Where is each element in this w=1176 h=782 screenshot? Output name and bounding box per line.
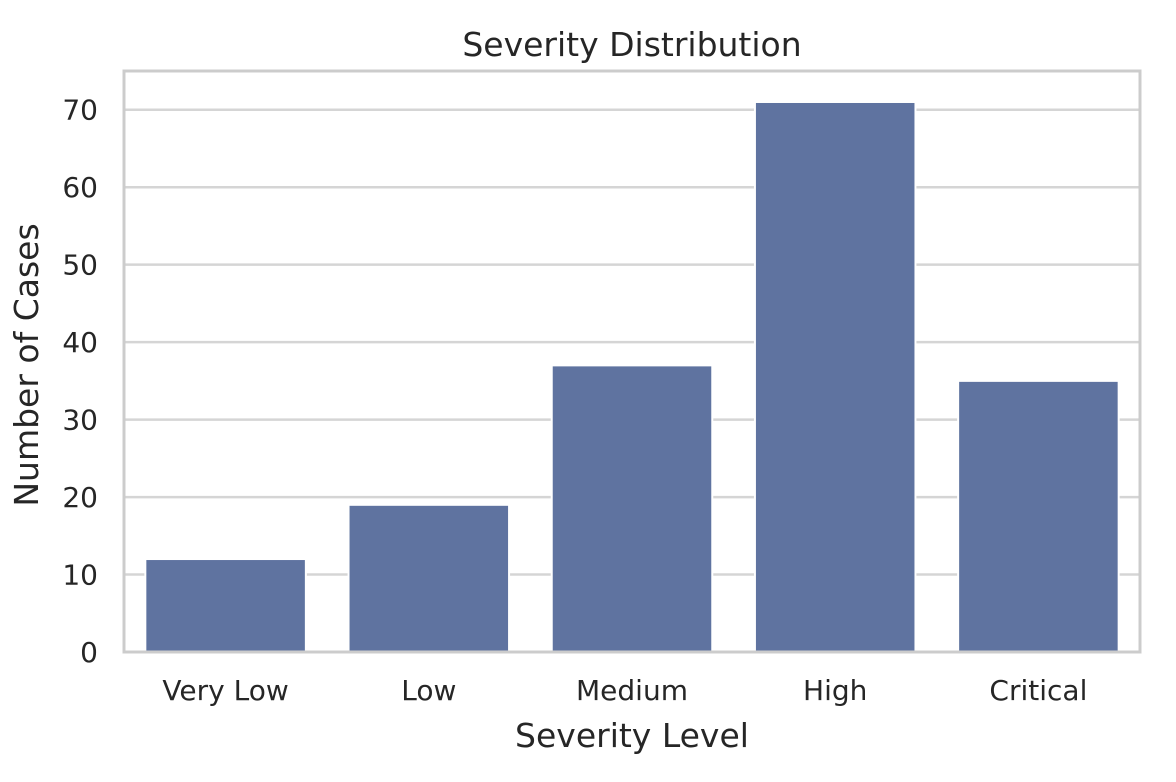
- bars: [144, 100, 1120, 653]
- x-tick-label: Medium: [576, 674, 688, 707]
- y-tick-label: 50: [62, 249, 98, 282]
- x-tick-label: Very Low: [162, 674, 288, 707]
- bar-medium: [550, 364, 714, 653]
- bar-critical: [957, 379, 1120, 653]
- x-axis-label: Severity Level: [515, 716, 749, 755]
- y-tick-label: 60: [62, 171, 98, 204]
- y-axis-label: Number of Cases: [7, 223, 46, 506]
- bar-very-low: [144, 558, 307, 653]
- x-tick-label: Low: [401, 674, 456, 707]
- y-tick-label: 40: [62, 326, 98, 359]
- y-tick-labels: 0 10 20 30 40 50 60 70: [62, 94, 98, 669]
- y-tick-label: 70: [62, 94, 98, 127]
- plot-frame: [122, 69, 1142, 654]
- y-tick-label: 0: [80, 636, 98, 669]
- bar-high: [753, 100, 917, 653]
- chart-title: Severity Distribution: [462, 25, 801, 64]
- y-tick-label: 10: [62, 559, 98, 592]
- bar-low: [347, 503, 511, 653]
- y-tick-label: 30: [62, 404, 98, 437]
- x-tick-labels: Very Low Low Medium High Critical: [162, 674, 1087, 707]
- x-tick-label: High: [803, 674, 867, 707]
- x-tick-label: Critical: [989, 674, 1087, 707]
- y-tick-label: 20: [62, 481, 98, 514]
